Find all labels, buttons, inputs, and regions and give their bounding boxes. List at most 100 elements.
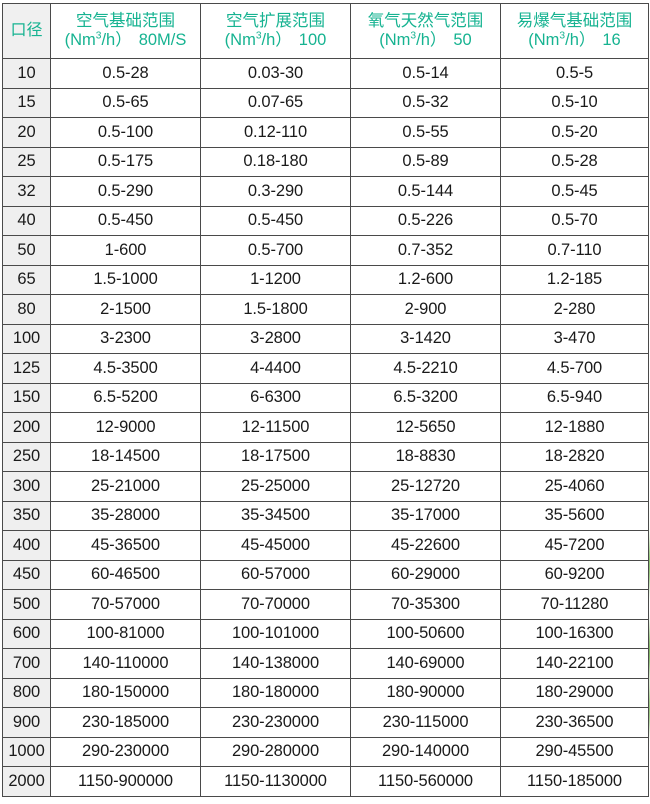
table-row: 50 1-600 0.5-700 0.7-352 0.7-110 bbox=[2, 235, 649, 266]
unit-exponent: 3 bbox=[95, 30, 102, 42]
cell-oxygen-naturalgas: 60-29000 bbox=[350, 559, 501, 590]
column-header-size-label: 口径 bbox=[10, 21, 43, 39]
cell-size: 50 bbox=[2, 235, 51, 266]
cell-air-basic: 1-600 bbox=[50, 235, 201, 266]
column-header-oxygen-naturalgas-title: 氧气天然气范围 bbox=[367, 11, 484, 30]
unit-suffix: /h） bbox=[101, 31, 132, 49]
cell-air-extended: 100-101000 bbox=[200, 618, 351, 649]
cell-oxygen-naturalgas: 0.7-352 bbox=[350, 235, 501, 266]
cell-air-extended: 0.12-110 bbox=[200, 117, 351, 148]
table-row: 1000 290-230000 290-280000 290-140000 290-45… bbox=[2, 736, 649, 767]
cell-air-basic: 1.5-1000 bbox=[50, 264, 201, 295]
cell-oxygen-naturalgas: 1150-560000 bbox=[350, 766, 501, 797]
table-row: 25 0.5-175 0.18-180 0.5-89 0.5-28 bbox=[2, 146, 649, 177]
table-row: 2000 1150-900000 1150-1130000 1150-560000 11… bbox=[2, 766, 649, 797]
table-body: 10 0.5-28 0.03-30 0.5-14 0.5-5 15 0.5-65 0.07-6… bbox=[2, 58, 649, 797]
unit-value: 50 bbox=[453, 31, 472, 49]
cell-air-extended: 35-34500 bbox=[200, 500, 351, 531]
cell-oxygen-naturalgas: 18-8830 bbox=[350, 441, 501, 472]
cell-air-extended: 70-70000 bbox=[200, 589, 351, 620]
cell-air-basic: 0.5-100 bbox=[50, 117, 201, 148]
cell-air-basic: 18-14500 bbox=[50, 441, 201, 472]
cell-oxygen-naturalgas: 100-50600 bbox=[350, 618, 501, 649]
cell-air-basic: 230-185000 bbox=[50, 707, 201, 738]
table-row: 40 0.5-450 0.5-450 0.5-226 0.5-70 bbox=[2, 205, 649, 236]
table-row: 450 60-46500 60-57000 60-29000 60-9200 bbox=[2, 559, 649, 590]
column-header-oxygen-naturalgas: 氧气天然气范围 (Nm3/h） 50 bbox=[350, 3, 501, 59]
cell-oxygen-naturalgas: 180-90000 bbox=[350, 677, 501, 708]
unit-value: 100 bbox=[298, 31, 327, 49]
cell-flammable-basic: 12-1880 bbox=[500, 412, 649, 443]
table-row: 32 0.5-290 0.3-290 0.5-144 0.5-45 bbox=[2, 176, 649, 207]
unit-exponent: 3 bbox=[255, 30, 262, 42]
cell-flammable-basic: 3-470 bbox=[500, 323, 649, 354]
cell-air-basic: 25-21000 bbox=[50, 471, 201, 502]
cell-air-basic: 12-9000 bbox=[50, 412, 201, 443]
cell-size: 700 bbox=[2, 648, 51, 679]
cell-oxygen-naturalgas: 45-22600 bbox=[350, 530, 501, 561]
cell-flammable-basic: 0.5-10 bbox=[500, 87, 649, 118]
cell-size: 2000 bbox=[2, 766, 51, 797]
unit-prefix: (Nm bbox=[64, 31, 96, 49]
column-header-size: 口径 bbox=[2, 3, 51, 59]
cell-flammable-basic: 70-11280 bbox=[500, 589, 649, 620]
unit-prefix: (Nm bbox=[224, 31, 256, 49]
cell-oxygen-naturalgas: 0.5-14 bbox=[350, 58, 501, 89]
cell-flammable-basic: 0.5-70 bbox=[500, 205, 649, 236]
cell-size: 250 bbox=[2, 441, 51, 472]
cell-air-extended: 18-17500 bbox=[200, 441, 351, 472]
cell-flammable-basic: 0.7-110 bbox=[500, 235, 649, 266]
cell-air-extended: 0.07-65 bbox=[200, 87, 351, 118]
cell-flammable-basic: 230-36500 bbox=[500, 707, 649, 738]
cell-flammable-basic: 35-5600 bbox=[500, 500, 649, 531]
cell-flammable-basic: 6.5-940 bbox=[500, 382, 649, 413]
cell-size: 65 bbox=[2, 264, 51, 295]
cell-air-basic: 0.5-28 bbox=[50, 58, 201, 89]
cell-air-extended: 0.18-180 bbox=[200, 146, 351, 177]
cell-air-extended: 140-138000 bbox=[200, 648, 351, 679]
cell-size: 200 bbox=[2, 412, 51, 443]
unit-suffix: /h） bbox=[416, 31, 447, 49]
table-header: 口径 空气基础范围 (Nm3/h） 80M/S 空气扩展范围 (Nm3/h） 100… bbox=[2, 3, 649, 59]
cell-oxygen-naturalgas: 70-35300 bbox=[350, 589, 501, 620]
cell-air-extended: 4-4400 bbox=[200, 353, 351, 384]
table-row: 20 0.5-100 0.12-110 0.5-55 0.5-20 bbox=[2, 117, 649, 148]
cell-air-extended: 0.03-30 bbox=[200, 58, 351, 89]
table-row: 200 12-9000 12-11500 12-5650 12-1880 bbox=[2, 412, 649, 443]
table-row: 800 180-150000 180-180000 180-90000 180-2900… bbox=[2, 677, 649, 708]
cell-oxygen-naturalgas: 0.5-32 bbox=[350, 87, 501, 118]
cell-oxygen-naturalgas: 290-140000 bbox=[350, 736, 501, 767]
column-header-air-extended: 空气扩展范围 (Nm3/h） 100 bbox=[200, 3, 351, 59]
cell-size: 1000 bbox=[2, 736, 51, 767]
cell-air-basic: 2-1500 bbox=[50, 294, 201, 325]
cell-oxygen-naturalgas: 0.5-89 bbox=[350, 146, 501, 177]
column-header-flammable-basic-unit: (Nm3/h） 16 bbox=[501, 31, 648, 50]
cell-air-basic: 140-110000 bbox=[50, 648, 201, 679]
cell-size: 500 bbox=[2, 589, 51, 620]
cell-size: 20 bbox=[2, 117, 51, 148]
cell-size: 80 bbox=[2, 294, 51, 325]
cell-oxygen-naturalgas: 4.5-2210 bbox=[350, 353, 501, 384]
cell-air-basic: 6.5-5200 bbox=[50, 382, 201, 413]
cell-air-basic: 3-2300 bbox=[50, 323, 201, 354]
cell-air-extended: 1150-1130000 bbox=[200, 766, 351, 797]
cell-air-extended: 290-280000 bbox=[200, 736, 351, 767]
column-header-air-basic: 空气基础范围 (Nm3/h） 80M/S bbox=[50, 3, 201, 59]
cell-air-extended: 230-230000 bbox=[200, 707, 351, 738]
cell-air-basic: 35-28000 bbox=[50, 500, 201, 531]
cell-size: 900 bbox=[2, 707, 51, 738]
column-header-flammable-basic: 易爆气基础范围 (Nm3/h） 16 bbox=[500, 3, 649, 59]
unit-exponent: 3 bbox=[559, 30, 566, 42]
cell-oxygen-naturalgas: 0.5-55 bbox=[350, 117, 501, 148]
cell-oxygen-naturalgas: 0.5-226 bbox=[350, 205, 501, 236]
cell-air-basic: 180-150000 bbox=[50, 677, 201, 708]
table-row: 100 3-2300 3-2800 3-1420 3-470 bbox=[2, 323, 649, 354]
cell-air-extended: 1.5-1800 bbox=[200, 294, 351, 325]
cell-flammable-basic: 0.5-5 bbox=[500, 58, 649, 89]
cell-oxygen-naturalgas: 25-12720 bbox=[350, 471, 501, 502]
cell-oxygen-naturalgas: 6.5-3200 bbox=[350, 382, 501, 413]
cell-flammable-basic: 0.5-20 bbox=[500, 117, 649, 148]
unit-prefix: (Nm bbox=[379, 31, 411, 49]
cell-flammable-basic: 0.5-28 bbox=[500, 146, 649, 177]
cell-flammable-basic: 18-2820 bbox=[500, 441, 649, 472]
